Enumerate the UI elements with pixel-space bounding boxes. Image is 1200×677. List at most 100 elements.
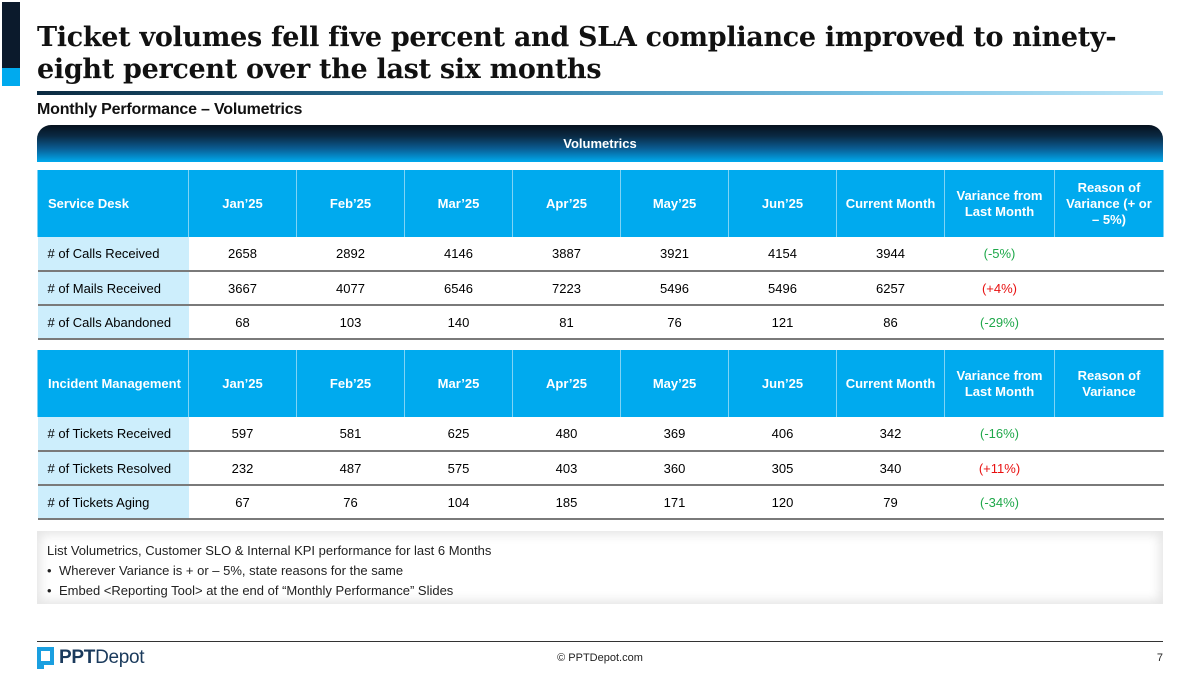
header-cell: Apr’25 bbox=[512, 350, 621, 417]
logo-icon bbox=[37, 647, 54, 669]
reason-cell bbox=[1054, 417, 1164, 452]
slide-title: Ticket volumes fell five percent and SLA… bbox=[37, 22, 1117, 85]
value-cell: 120 bbox=[728, 485, 837, 520]
value-cell: 140 bbox=[404, 305, 513, 340]
value-cell: 2892 bbox=[296, 237, 405, 272]
value-cell: 67 bbox=[188, 485, 297, 520]
value-cell: 3944 bbox=[836, 237, 945, 272]
value-cell: 185 bbox=[512, 485, 621, 520]
title-accent-bar-dark bbox=[2, 2, 20, 68]
header-cell: Jan’25 bbox=[188, 170, 297, 237]
value-cell: 103 bbox=[296, 305, 405, 340]
value-cell: 6546 bbox=[404, 271, 513, 306]
header-cell: Apr’25 bbox=[512, 170, 621, 237]
reason-cell bbox=[1054, 271, 1164, 306]
table-row: # of Tickets Resolved 232 487 575 403 360 305 3… bbox=[37, 451, 1164, 486]
value-cell: 340 bbox=[836, 451, 945, 486]
notes-intro: List Volumetrics, Customer SLO & Interna… bbox=[47, 543, 492, 558]
variance-cell: (-16%) bbox=[944, 417, 1055, 452]
bullet-text: Wherever Variance is + or – 5%, state re… bbox=[59, 563, 404, 578]
variance-cell: (+4%) bbox=[944, 271, 1055, 306]
value-cell: 3887 bbox=[512, 237, 621, 272]
value-cell: 76 bbox=[620, 305, 729, 340]
table-row: # of Calls Received 2658 2892 4146 3887 3921 4… bbox=[37, 237, 1164, 272]
bullet-glyph: • bbox=[47, 583, 52, 598]
row-label: # of Calls Received bbox=[37, 237, 189, 272]
bullet-text: Embed <Reporting Tool> at the end of “Mo… bbox=[59, 583, 454, 598]
copyright-text: © PPTDepot.com bbox=[557, 652, 643, 664]
value-cell: 406 bbox=[728, 417, 837, 452]
title-accent-bar-blue bbox=[2, 68, 20, 86]
row-label: # of Tickets Aging bbox=[37, 485, 189, 520]
reason-cell bbox=[1054, 237, 1164, 272]
value-cell: 6257 bbox=[836, 271, 945, 306]
value-cell: 5496 bbox=[620, 271, 729, 306]
variance-cell: (-34%) bbox=[944, 485, 1055, 520]
header-cell: Incident Management bbox=[37, 350, 189, 417]
header-cell: Variance from Last Month bbox=[944, 350, 1055, 417]
value-cell: 7223 bbox=[512, 271, 621, 306]
table-row: # of Tickets Received 597 581 625 480 369 406 3… bbox=[37, 417, 1164, 452]
variance-cell: (-5%) bbox=[944, 237, 1055, 272]
value-cell: 79 bbox=[836, 485, 945, 520]
value-cell: 5496 bbox=[728, 271, 837, 306]
value-cell: 4146 bbox=[404, 237, 513, 272]
header-cell: Feb’25 bbox=[296, 170, 405, 237]
value-cell: 171 bbox=[620, 485, 729, 520]
value-cell: 480 bbox=[512, 417, 621, 452]
value-cell: 360 bbox=[620, 451, 729, 486]
variance-cell: (+11%) bbox=[944, 451, 1055, 486]
value-cell: 4077 bbox=[296, 271, 405, 306]
value-cell: 76 bbox=[296, 485, 405, 520]
header-cell: Variance from Last Month bbox=[944, 170, 1055, 237]
value-cell: 597 bbox=[188, 417, 297, 452]
table-body: # of Calls Received 2658 2892 4146 3887 3921 4… bbox=[37, 237, 1164, 340]
variance-cell: (-29%) bbox=[944, 305, 1055, 340]
header-cell: Reason of Variance (+ or – 5%) bbox=[1054, 170, 1164, 237]
table-row: # of Calls Abandoned 68 103 140 81 76 121 86 (-2… bbox=[37, 305, 1164, 340]
header-cell: Current Month bbox=[836, 350, 945, 417]
reason-cell bbox=[1054, 305, 1164, 340]
header-cell: May’25 bbox=[620, 170, 729, 237]
table-body: # of Tickets Received 597 581 625 480 369 406 3… bbox=[37, 417, 1164, 520]
value-cell: 81 bbox=[512, 305, 621, 340]
row-label: # of Mails Received bbox=[37, 271, 189, 306]
page-number: 7 bbox=[1156, 652, 1163, 664]
value-cell: 575 bbox=[404, 451, 513, 486]
value-cell: 4154 bbox=[728, 237, 837, 272]
table-row: # of Tickets Aging 67 76 104 185 171 120 79 (-34… bbox=[37, 485, 1164, 520]
row-label: # of Tickets Received bbox=[37, 417, 189, 452]
notes-bullet: • Embed <Reporting Tool> at the end of “M… bbox=[47, 581, 1153, 601]
header-cell: May’25 bbox=[620, 350, 729, 417]
value-cell: 121 bbox=[728, 305, 837, 340]
value-cell: 86 bbox=[836, 305, 945, 340]
logo-text: PPTDepot bbox=[59, 647, 145, 668]
value-cell: 3921 bbox=[620, 237, 729, 272]
header-cell: Jan’25 bbox=[188, 350, 297, 417]
table-header-row: Incident Management Jan’25 Feb’25 Mar’25… bbox=[37, 350, 1164, 417]
value-cell: 487 bbox=[296, 451, 405, 486]
value-cell: 2658 bbox=[188, 237, 297, 272]
value-cell: 403 bbox=[512, 451, 621, 486]
value-cell: 68 bbox=[188, 305, 297, 340]
value-cell: 3667 bbox=[188, 271, 297, 306]
header-cell: Reason of Variance bbox=[1054, 350, 1164, 417]
notes-bullet: • Wherever Variance is + or – 5%, state r… bbox=[47, 561, 1153, 581]
notes-box: List Volumetrics, Customer SLO & Interna… bbox=[37, 531, 1163, 604]
reason-cell bbox=[1054, 451, 1164, 486]
reason-cell bbox=[1054, 485, 1164, 520]
header-cell: Current Month bbox=[836, 170, 945, 237]
header-cell: Service Desk bbox=[37, 170, 189, 237]
header-cell: Jun’25 bbox=[728, 170, 837, 237]
incident-management-table: Incident Management Jan’25 Feb’25 Mar’25… bbox=[37, 350, 1164, 520]
table-row: # of Mails Received 3667 4077 6546 7223 5496 5… bbox=[37, 271, 1164, 306]
value-cell: 342 bbox=[836, 417, 945, 452]
table-header-row: Service Desk Jan’25 Feb’25 Mar’25 Apr’25… bbox=[37, 170, 1164, 237]
value-cell: 104 bbox=[404, 485, 513, 520]
value-cell: 232 bbox=[188, 451, 297, 486]
row-label: # of Tickets Resolved bbox=[37, 451, 189, 486]
row-label: # of Calls Abandoned bbox=[37, 305, 189, 340]
header-cell: Feb’25 bbox=[296, 350, 405, 417]
value-cell: 305 bbox=[728, 451, 837, 486]
bullet-glyph: • bbox=[47, 563, 52, 578]
